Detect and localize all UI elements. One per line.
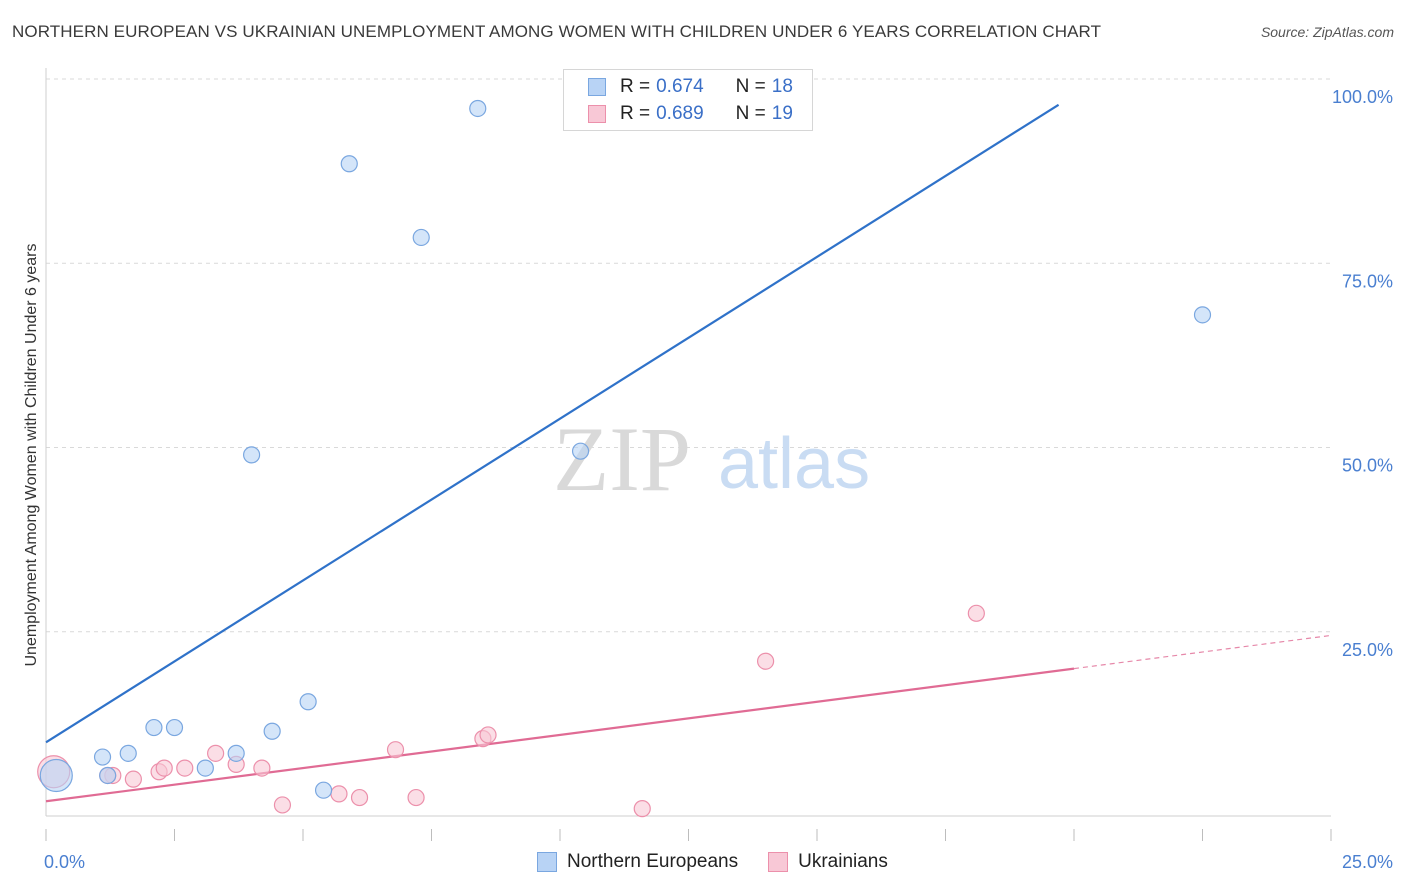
trend-line-ukrainians (45, 667, 1075, 803)
point-ukrainians (124, 770, 142, 788)
r-value: 0.689 (656, 103, 704, 124)
watermark-zip: ZIP (553, 408, 691, 510)
n-label: N = (735, 103, 766, 124)
correlation-legend: R = 0.674 N = 18 R = 0.689 N = 19 (563, 69, 813, 131)
r-label: R = (620, 76, 651, 97)
legend-row-ukrainians: R = 0.689 N = 19 (588, 101, 793, 127)
point-northern-europeans (469, 99, 487, 118)
point-northern-europeans (165, 718, 184, 737)
point-ukrainians (479, 726, 497, 744)
point-ukrainians (207, 744, 225, 762)
legend-item-northern-europeans[interactable]: Northern Europeans (537, 851, 738, 873)
pink-swatch-icon (768, 852, 789, 872)
watermark-atlas: atlas (718, 424, 870, 504)
point-ukrainians (273, 796, 292, 814)
point-ukrainians (176, 759, 194, 777)
n-value: 18 (771, 76, 793, 97)
y-tick-label: 25.0% (1342, 640, 1393, 660)
y-tick-label: 50.0% (1342, 456, 1393, 476)
legend-label: Northern Europeans (567, 851, 739, 872)
point-northern-europeans (99, 766, 117, 785)
y-tick-label: 75.0% (1342, 271, 1393, 291)
point-ukrainians (633, 800, 651, 818)
y-axis-label: Unemployment Among Women with Children U… (23, 243, 40, 666)
point-northern-europeans (227, 744, 245, 762)
point-ukrainians (386, 741, 405, 759)
n-value: 19 (771, 103, 793, 124)
point-northern-europeans (571, 442, 590, 460)
legend-row-northern-europeans: R = 0.674 N = 18 (588, 74, 793, 100)
point-northern-europeans (314, 781, 333, 799)
blue-swatch-icon (588, 78, 606, 96)
point-northern-europeans (243, 446, 261, 464)
point-ukrainians (967, 604, 985, 622)
blue-swatch-icon (537, 852, 557, 872)
legend-item-ukrainians[interactable]: Ukrainians (768, 851, 888, 873)
point-ukrainians (330, 785, 348, 803)
series-legend: Northern Europeans Ukrainians (537, 851, 918, 873)
point-ukrainians (155, 759, 173, 777)
point-northern-europeans (39, 758, 73, 793)
point-northern-europeans (340, 155, 358, 173)
pink-swatch-icon (588, 105, 606, 123)
tick-labels: 25.0% 50.0% 75.0% 100.0% 0.0% 25.0% (44, 87, 1393, 872)
point-northern-europeans (412, 228, 430, 247)
trend-line-northern-europeans (45, 103, 1060, 744)
gridlines (46, 78, 1331, 633)
point-ukrainians (350, 788, 369, 807)
trend-lines (45, 103, 1332, 803)
chart-title: NORTHERN EUROPEAN VS UKRAINIAN UNEMPLOYM… (12, 22, 1102, 41)
point-northern-europeans (263, 722, 281, 740)
y-tick-label: 100.0% (1332, 87, 1393, 107)
point-northern-europeans (196, 759, 214, 777)
point-northern-europeans (1193, 306, 1212, 324)
x-tick-label: 25.0% (1342, 852, 1393, 872)
legend-label: Ukrainians (798, 851, 888, 872)
r-value: 0.674 (656, 76, 704, 97)
x-tick-label: 0.0% (44, 852, 85, 872)
point-northern-europeans (145, 718, 163, 737)
source-credit: Source: ZipAtlas.com (1260, 24, 1394, 40)
point-ukrainians (407, 788, 425, 807)
axes (45, 68, 1332, 841)
point-ukrainians (253, 759, 271, 777)
trend-line-extension-ukrainians (1073, 634, 1332, 670)
point-ukrainians (756, 652, 775, 670)
point-northern-europeans (119, 744, 137, 762)
point-northern-europeans (299, 693, 317, 711)
n-label: N = (735, 76, 766, 97)
point-northern-europeans (93, 748, 112, 766)
data-points (37, 99, 1212, 818)
r-label: R = (620, 103, 651, 124)
